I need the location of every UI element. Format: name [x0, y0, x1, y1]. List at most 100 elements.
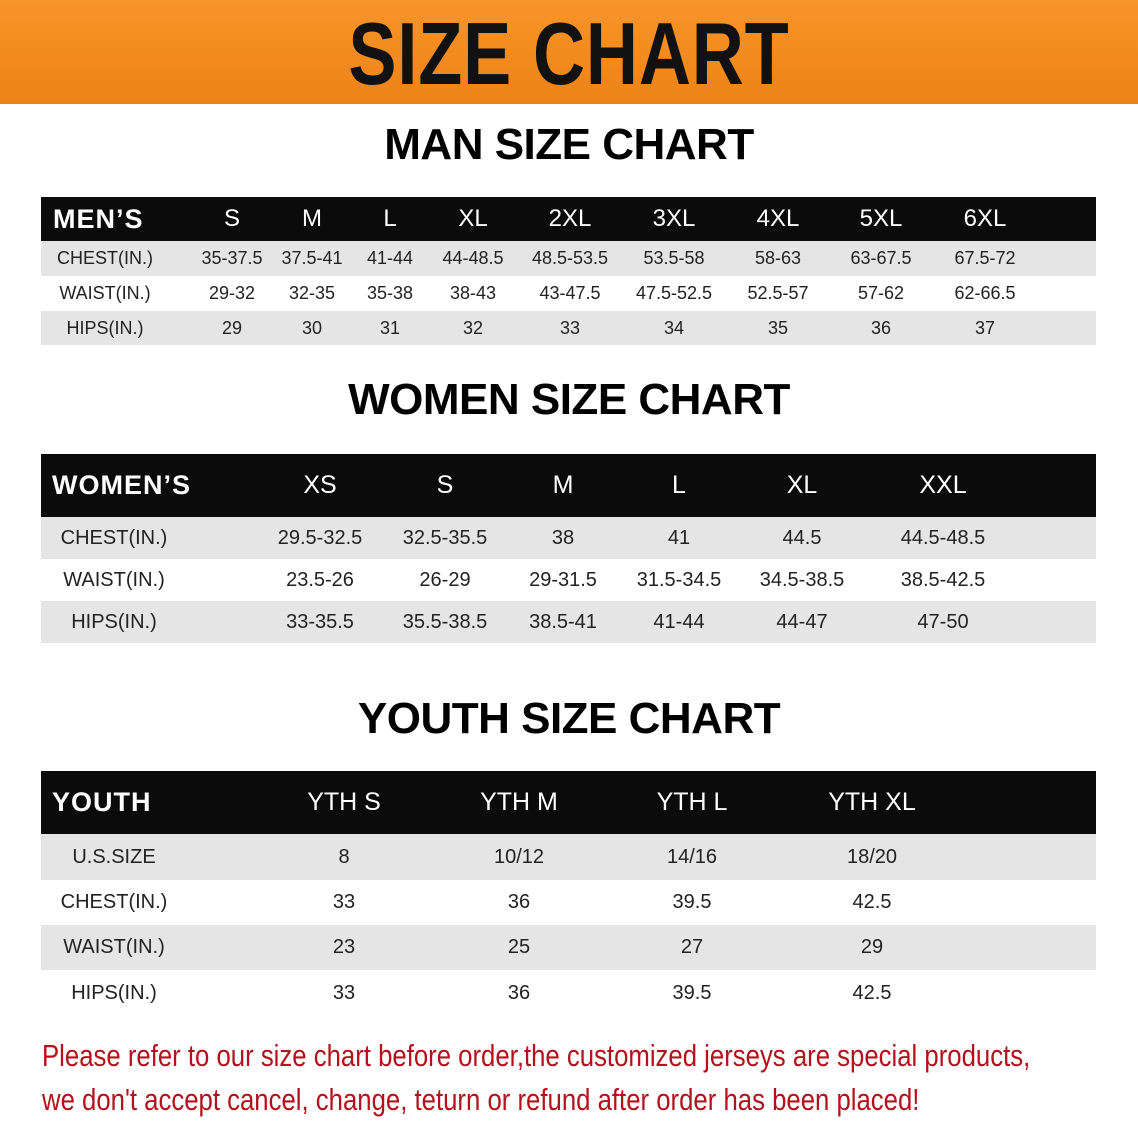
women-size-header: XL: [786, 471, 818, 499]
row-label: WAIST(IN.): [59, 283, 151, 303]
men-section-title: MAN SIZE CHART: [384, 120, 754, 169]
measurement-cell: 33: [332, 891, 356, 913]
measurement-cell: 10/12: [493, 846, 545, 868]
youth-table-row: U.S.SIZE 8 10/12 14/16 18/20: [41, 834, 1096, 880]
row-label: CHEST(IN.): [57, 248, 153, 268]
youth-size-table: YOUTH YTH S YTH M YTH L YTH XL U.S.SIZE 8 10/12…: [41, 771, 1096, 1016]
measurement-cell: 53.5-58: [643, 248, 705, 268]
measurement-cell: 23: [332, 936, 356, 958]
notice-line-2: we don't accept cancel, change, teturn o…: [42, 1082, 920, 1117]
measurement-cell: 38.5-42.5: [900, 569, 986, 591]
youth-size-header: YTH S: [307, 788, 381, 816]
row-label: HIPS(IN.): [66, 318, 144, 338]
row-label: WAIST(IN.): [63, 936, 165, 958]
measurement-cell: 33: [559, 318, 581, 338]
notice-line-1: Please refer to our size chart before or…: [42, 1038, 1031, 1073]
measurement-cell: 41-44: [653, 611, 705, 633]
row-label: HIPS(IN.): [71, 611, 157, 633]
measurement-cell: 42.5: [852, 891, 892, 913]
women-header-label: WOMEN’S: [52, 470, 191, 500]
youth-size-header: YTH M: [480, 788, 558, 816]
row-label: CHEST(IN.): [60, 527, 168, 549]
measurement-cell: 35: [767, 318, 789, 338]
measurement-cell: 36: [870, 318, 892, 338]
measurement-cell: 41: [667, 527, 691, 549]
youth-size-header: YTH L: [656, 788, 728, 816]
measurement-cell: 39.5: [672, 982, 712, 1004]
men-table-row: WAIST(IN.) 29-32 32-35 35-38 38-43 43-47.5 47.…: [41, 276, 1096, 311]
measurement-cell: 29-32: [208, 283, 256, 303]
measurement-cell: 57-62: [857, 283, 905, 303]
measurement-cell: 37.5-41: [281, 248, 343, 268]
measurement-cell: 39.5: [672, 891, 712, 913]
youth-table-row: WAIST(IN.) 23 25 27 29: [41, 925, 1096, 970]
measurement-cell: 36: [507, 891, 531, 913]
measurement-cell: 31: [379, 318, 401, 338]
men-size-header: L: [383, 205, 397, 232]
measurement-cell: 41-44: [366, 248, 414, 268]
measurement-cell: 47.5-52.5: [635, 283, 713, 303]
row-label: CHEST(IN.): [60, 891, 168, 913]
measurement-cell: 29.5-32.5: [277, 527, 363, 549]
measurement-cell: 18/20: [846, 846, 898, 868]
women-section-title: WOMEN SIZE CHART: [348, 375, 790, 424]
measurement-cell: 44.5-48.5: [900, 527, 986, 549]
measurement-cell: 33: [332, 982, 356, 1004]
measurement-cell: 31.5-34.5: [636, 569, 722, 591]
women-table-row: CHEST(IN.) 29.5-32.5 32.5-35.5 38 41 44.5 44.5…: [41, 517, 1096, 559]
measurement-cell: 14/16: [666, 846, 718, 868]
measurement-cell: 29-31.5: [529, 569, 597, 591]
measurement-cell: 37: [974, 318, 996, 338]
measurement-cell: 25: [507, 936, 531, 958]
women-size-header: XS: [303, 471, 337, 499]
measurement-cell: 44-48.5: [442, 248, 504, 268]
measurement-cell: 44.5: [782, 527, 822, 549]
measurement-cell: 44-47: [776, 611, 828, 633]
measurement-cell: 58-63: [754, 248, 802, 268]
women-table-row: HIPS(IN.) 33-35.5 35.5-38.5 38.5-41 41-44 44-…: [41, 601, 1096, 643]
measurement-cell: 29: [860, 936, 884, 958]
men-header-row: MEN’S S M L XL 2XL 3XL 4XL 5XL 6XL: [41, 197, 1096, 241]
youth-section-title: YOUTH SIZE CHART: [357, 694, 781, 743]
measurement-cell: 47-50: [917, 611, 969, 633]
measurement-cell: 33-35.5: [286, 611, 354, 633]
men-size-header: 6XL: [963, 205, 1007, 232]
women-size-table: WOMEN’S XS S M L XL XXL CHEST(IN.) 29.5-32.5 32.5…: [41, 454, 1096, 643]
men-size-header: XL: [458, 205, 488, 232]
measurement-cell: 62-66.5: [954, 283, 1016, 303]
row-label: WAIST(IN.): [63, 569, 165, 591]
measurement-cell: 43-47.5: [539, 283, 601, 303]
men-size-header: S: [223, 205, 241, 232]
youth-table-row: HIPS(IN.) 33 36 39.5 42.5: [41, 970, 1096, 1016]
measurement-cell: 35-38: [366, 283, 414, 303]
measurement-cell: 32-35: [288, 283, 336, 303]
youth-header-row: YOUTH YTH S YTH M YTH L YTH XL: [41, 771, 1096, 834]
row-label: U.S.SIZE: [72, 846, 156, 868]
measurement-cell: 38: [551, 527, 575, 549]
banner-title: SIZE CHART: [348, 4, 790, 103]
measurement-cell: 27: [680, 936, 704, 958]
measurement-cell: 42.5: [852, 982, 892, 1004]
men-table-row: HIPS(IN.) 29 30 31 32 33 34 35 36 37: [41, 311, 1096, 345]
measurement-cell: 38.5-41: [529, 611, 597, 633]
youth-size-header: YTH XL: [828, 788, 916, 816]
men-size-table: MEN’S S M L XL 2XL 3XL 4XL 5XL 6XL CHEST(IN.) 35-37…: [41, 197, 1096, 345]
men-size-header: 2XL: [548, 205, 592, 232]
measurement-cell: 67.5-72: [954, 248, 1016, 268]
men-size-header: 4XL: [756, 205, 800, 232]
women-size-header: L: [672, 471, 686, 499]
women-table-row: WAIST(IN.) 23.5-26 26-29 29-31.5 31.5-34.5 34…: [41, 559, 1096, 601]
youth-header-label: YOUTH: [52, 787, 152, 817]
men-header-label: MEN’S: [53, 204, 144, 234]
measurement-cell: 23.5-26: [286, 569, 354, 591]
men-size-header: 5XL: [859, 205, 903, 232]
measurement-cell: 32.5-35.5: [402, 527, 488, 549]
women-header-row: WOMEN’S XS S M L XL XXL: [41, 454, 1096, 517]
measurement-cell: 34.5-38.5: [759, 569, 845, 591]
measurement-cell: 26-29: [419, 569, 471, 591]
men-size-header: M: [302, 205, 322, 232]
measurement-cell: 29: [221, 318, 243, 338]
measurement-cell: 63-67.5: [850, 248, 912, 268]
youth-table-row: CHEST(IN.) 33 36 39.5 42.5: [41, 880, 1096, 925]
row-label: HIPS(IN.): [71, 982, 157, 1004]
